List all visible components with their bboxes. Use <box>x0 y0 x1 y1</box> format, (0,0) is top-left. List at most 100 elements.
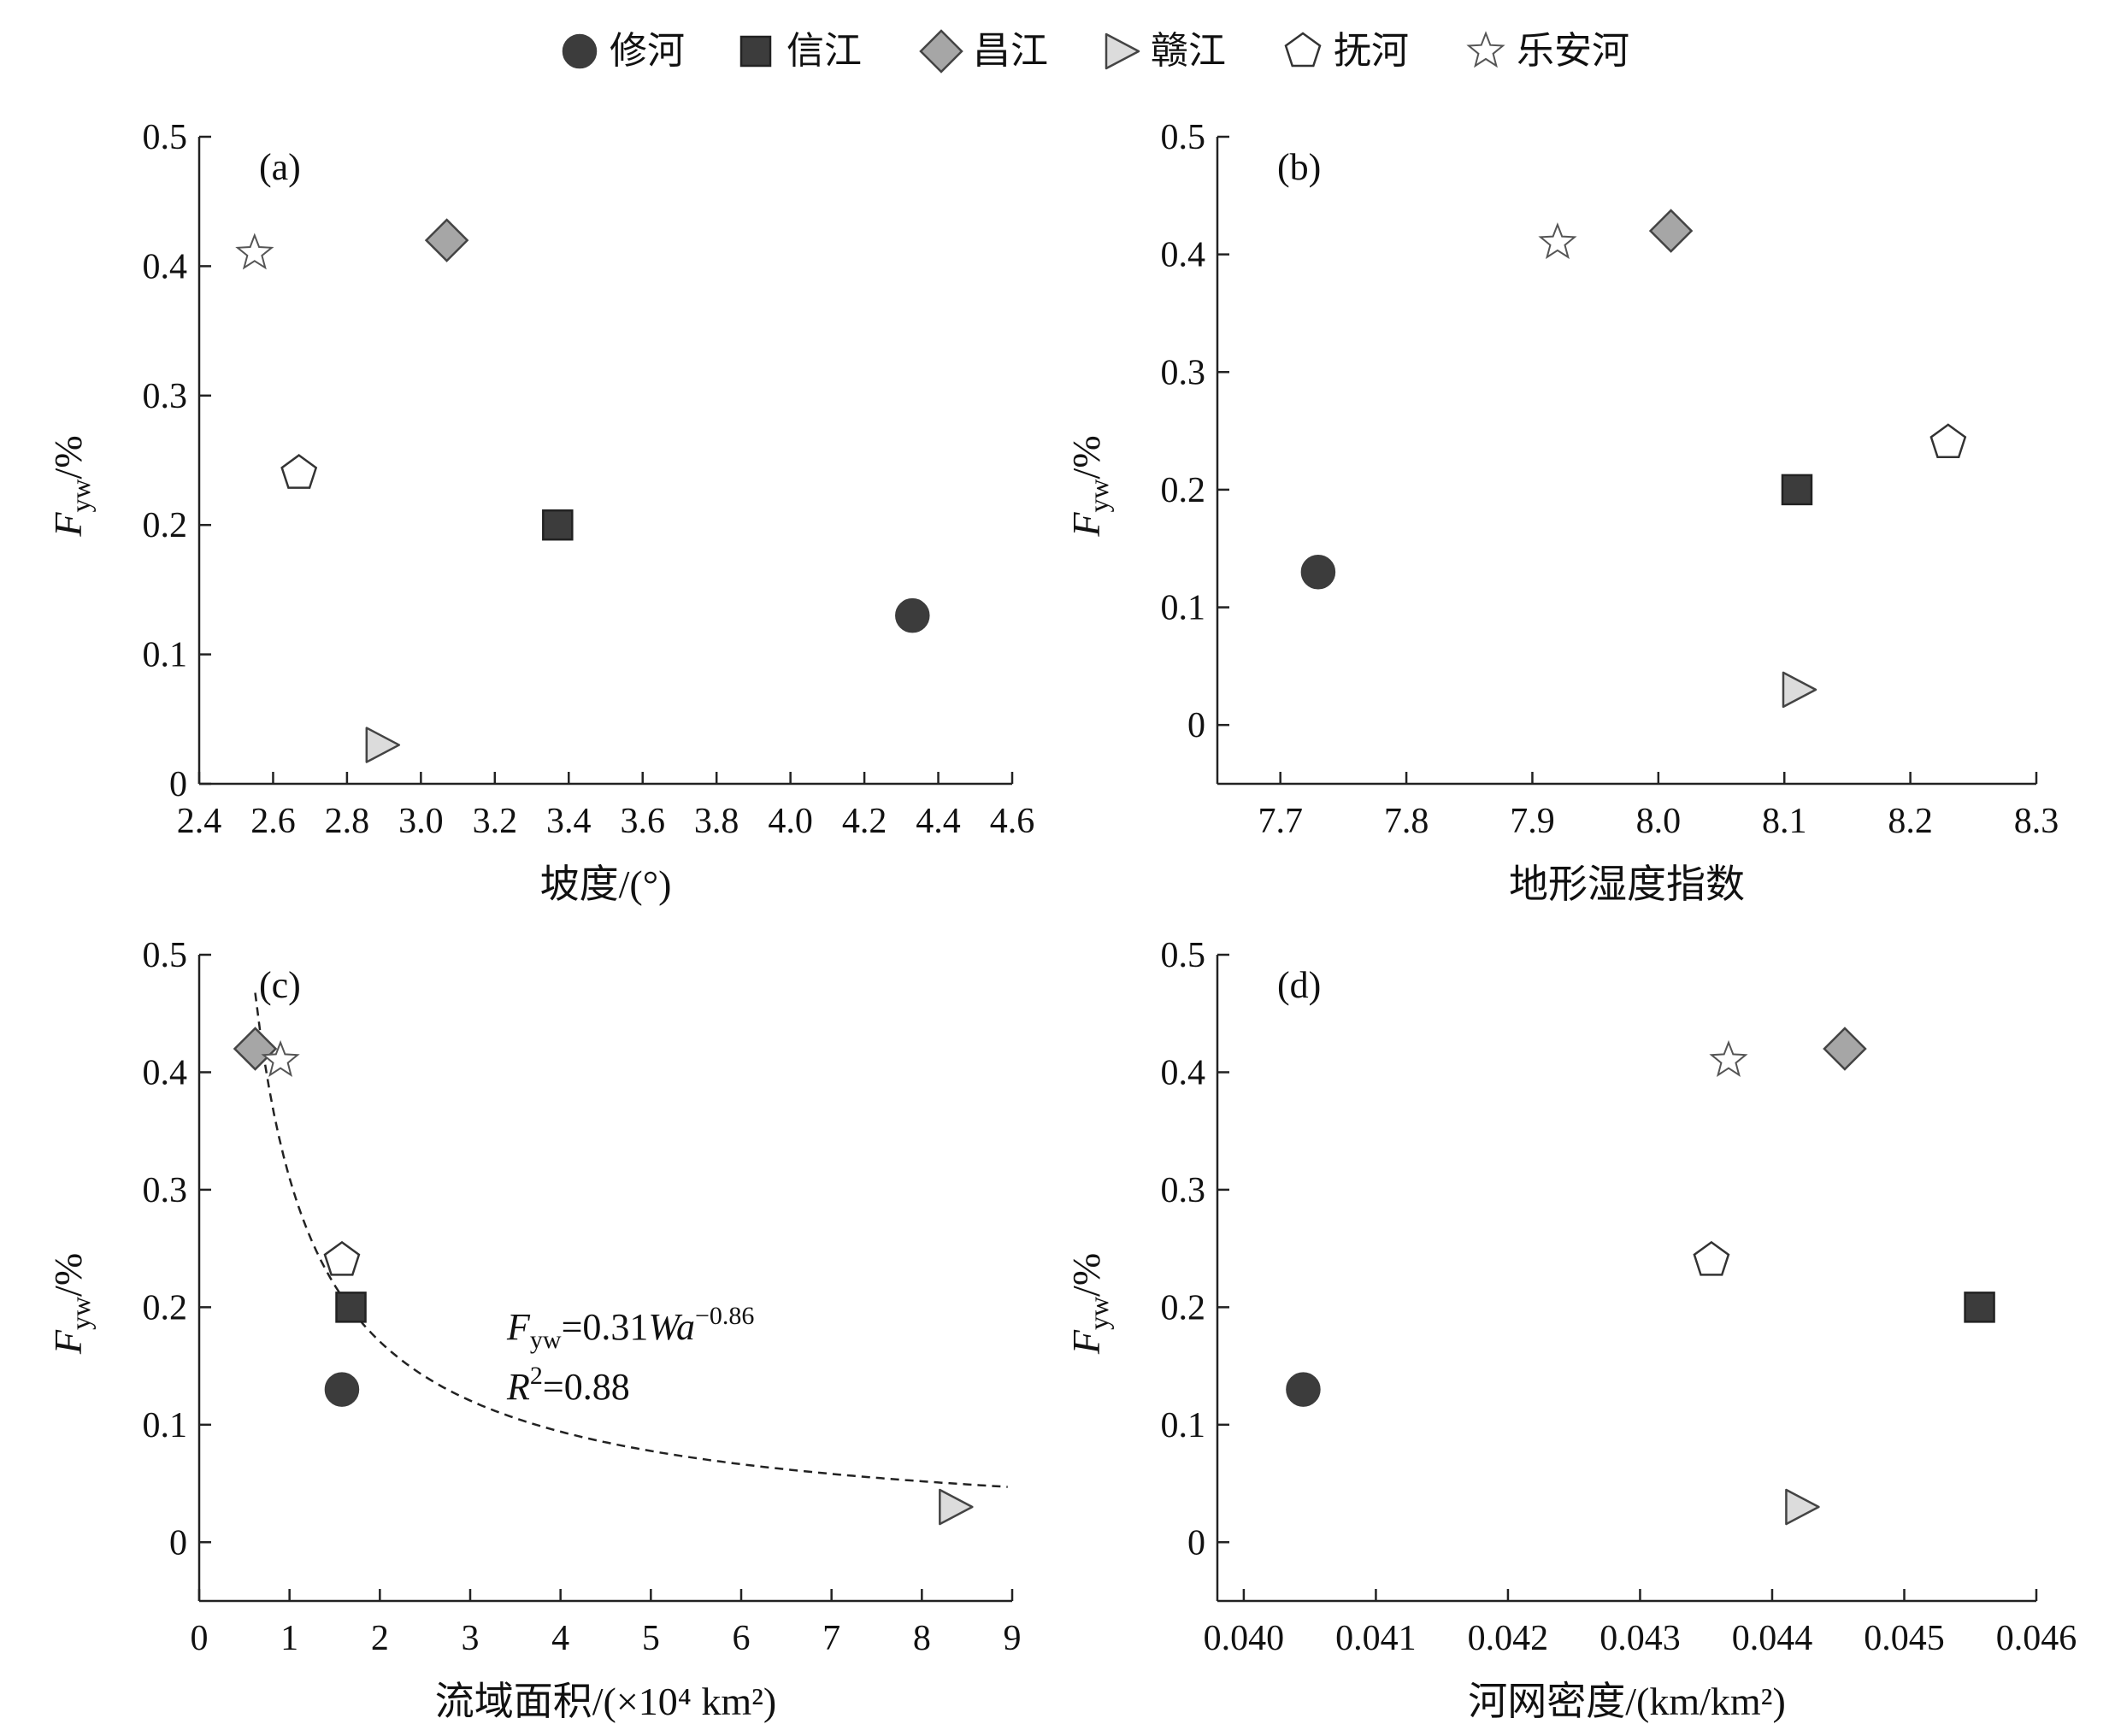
data-point <box>1709 1039 1748 1077</box>
x-tick-label: 8.0 <box>1636 802 1682 841</box>
x-tick-label: 9 <box>1004 1619 1022 1658</box>
fit-curve <box>254 992 1008 1488</box>
x-tick-label: 0.046 <box>1996 1619 2077 1658</box>
x-tick-label: 0.043 <box>1600 1619 1681 1658</box>
y-axis-label: Fyw/% <box>46 1253 96 1355</box>
y-tick-label: 0.2 <box>143 506 188 545</box>
data-point <box>233 1027 278 1071</box>
x-tick-label: 3.2 <box>473 802 518 841</box>
x-tick-label: 8.2 <box>1888 802 1933 841</box>
x-tick-label: 2 <box>371 1619 389 1658</box>
y-tick-label: 0.4 <box>1161 1053 1206 1092</box>
x-tick-label: 0.042 <box>1468 1619 1549 1658</box>
legend-marker <box>1105 32 1140 70</box>
data-point <box>1286 1372 1321 1407</box>
x-tick-label: 2.8 <box>325 802 370 841</box>
y-tick-label: 0.1 <box>1161 1406 1206 1445</box>
legend-label: 抚河 <box>1334 30 1409 72</box>
data-point <box>365 727 401 763</box>
data-point <box>1538 222 1577 260</box>
x-tick-label: 0.040 <box>1204 1619 1285 1658</box>
data-point <box>1781 474 1813 506</box>
data-point <box>1782 671 1817 709</box>
y-tick-label: 0.1 <box>143 1406 188 1445</box>
x-tick-label: 2.4 <box>177 802 222 841</box>
y-tick-label: 0 <box>1187 1523 1205 1562</box>
y-tick-label: 0.2 <box>1161 471 1206 510</box>
y-tick-label: 0.3 <box>143 377 188 416</box>
data-point <box>280 454 318 489</box>
x-tick-label: 7.7 <box>1258 802 1303 841</box>
x-tick-label: 8.3 <box>2014 802 2059 841</box>
legend-marker <box>1466 31 1505 68</box>
panel-label: (b) <box>1277 146 1321 188</box>
legend-item: 信江 <box>739 30 862 72</box>
x-tick-label: 3.6 <box>620 802 665 841</box>
x-tick-label: 7.9 <box>1510 802 1555 841</box>
x-tick-label: 4 <box>551 1619 569 1658</box>
x-tick-label: 0 <box>191 1619 209 1658</box>
legend: 修河 信江 昌江 赣江 抚河 乐安河 <box>562 29 1629 74</box>
data-point <box>1648 209 1694 253</box>
y-tick-label: 0.5 <box>1161 118 1206 157</box>
legend-marker <box>562 33 598 69</box>
y-axis-label: Fyw/% <box>46 435 96 537</box>
x-tick-label: 2.6 <box>250 802 296 841</box>
data-point <box>1785 1488 1820 1526</box>
y-tick-label: 0 <box>169 1523 187 1562</box>
x-tick-label: 0.041 <box>1335 1619 1417 1658</box>
data-point <box>335 1292 367 1323</box>
data-point <box>324 1372 360 1407</box>
y-axis-label: Fyw/% <box>1064 1253 1114 1355</box>
fit-equation: Fyw=0.31Wa−0.86 <box>506 1302 754 1354</box>
x-tick-label: 4.4 <box>916 802 961 841</box>
panel-label: (d) <box>1277 964 1321 1006</box>
y-tick-label: 0.3 <box>143 1171 188 1210</box>
y-tick-label: 0.5 <box>143 118 188 157</box>
x-tick-label: 8.1 <box>1762 802 1807 841</box>
x-axis-label: 地形湿度指数 <box>1509 862 1745 906</box>
legend-item: 修河 <box>562 30 685 72</box>
fit-r2: R2=0.88 <box>506 1362 630 1408</box>
y-tick-label: 0.2 <box>143 1288 188 1327</box>
legend-item: 赣江 <box>1105 30 1226 72</box>
x-tick-label: 7 <box>822 1619 840 1658</box>
data-point <box>1300 555 1336 590</box>
panel-a: 2.4 2.6 2.8 3.0 3.2 3.4 3.6 3.8 4.0 4.2 4.4 4.6 0 0.1… <box>46 118 1034 906</box>
legend-item: 抚河 <box>1284 30 1409 72</box>
x-tick-label: 4.2 <box>842 802 887 841</box>
x-tick-label: 3.0 <box>398 802 444 841</box>
x-tick-label: 7.8 <box>1384 802 1429 841</box>
data-point <box>1964 1292 1995 1323</box>
x-tick-label: 3 <box>462 1619 480 1658</box>
panel-label: (c) <box>259 964 301 1006</box>
x-axis-label: 流域面积/(×10⁴ km²) <box>435 1680 776 1723</box>
legend-label: 昌江 <box>973 30 1048 72</box>
data-point <box>542 509 574 541</box>
y-tick-label: 0 <box>1187 706 1205 745</box>
legend-item: 乐安河 <box>1466 30 1629 72</box>
legend-label: 乐安河 <box>1517 30 1629 72</box>
legend-marker <box>919 29 963 74</box>
y-tick-label: 0.3 <box>1161 353 1206 392</box>
legend-marker <box>1284 32 1322 68</box>
y-tick-label: 0.1 <box>1161 589 1206 628</box>
y-tick-label: 0.4 <box>1161 236 1206 275</box>
y-tick-label: 0.5 <box>143 936 188 975</box>
legend-label: 修河 <box>610 30 685 72</box>
panel-b: 7.7 7.8 7.9 8.0 8.1 8.2 8.3 0 0.1 0.2 0.3 0.4 0.5 地形湿… <box>1064 118 2059 906</box>
x-tick-label: 5 <box>642 1619 660 1658</box>
y-tick-label: 0.4 <box>143 1053 188 1092</box>
panel-c: 0 1 2 3 4 5 6 7 8 9 0 0.1 0.2 0.3 0.4 0.5 流域面积/(×10⁴ km²… <box>46 936 1022 1723</box>
y-tick-label: 0 <box>169 765 187 804</box>
x-axis-label: 坡度/(°) <box>540 862 672 906</box>
x-tick-label: 4.6 <box>990 802 1035 841</box>
y-tick-label: 0.3 <box>1161 1171 1206 1210</box>
data-point <box>1823 1027 1867 1071</box>
x-tick-label: 4.0 <box>768 802 813 841</box>
panel-d: 0.040 0.041 0.042 0.043 0.044 0.045 0.046 0 0.1 0… <box>1064 936 2077 1723</box>
data-point <box>424 218 469 262</box>
legend-label: 赣江 <box>1151 30 1226 72</box>
y-tick-label: 0.1 <box>143 636 188 675</box>
